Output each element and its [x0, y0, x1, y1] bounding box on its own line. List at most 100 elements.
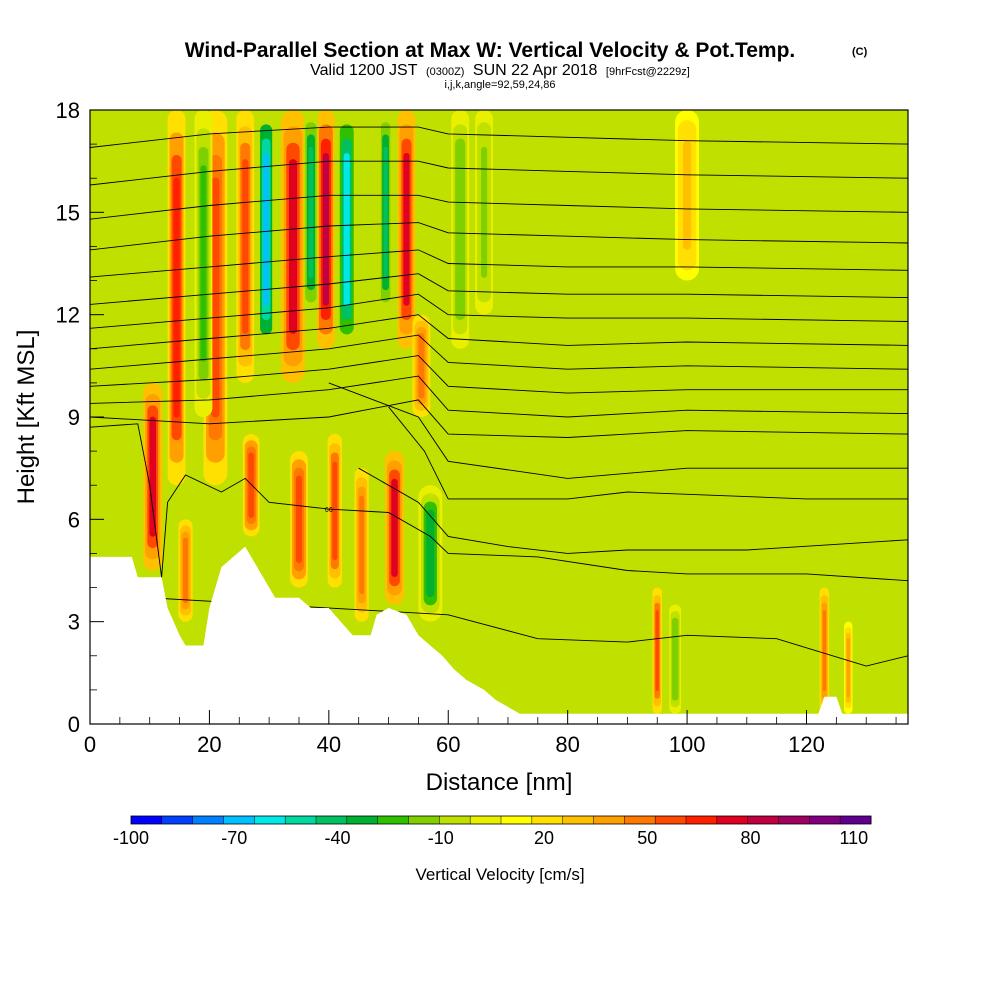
colorbar-swatch [439, 816, 471, 824]
chart-subtitle: Valid 1200 JST (0300Z) SUN 22 Apr 2018 [… [310, 62, 690, 79]
updraft-band [683, 140, 692, 250]
colorbar-swatch [840, 816, 872, 824]
colorbar-swatch [161, 816, 194, 824]
y-tick-label: 18 [56, 98, 80, 123]
isentrope-line [90, 293, 908, 329]
downdraft-band [383, 146, 388, 278]
plot-area: 66 [90, 110, 908, 724]
downdraft-band [426, 509, 435, 598]
x-tick-label: 20 [197, 732, 221, 757]
subtitle-utc: (0300Z) [426, 66, 465, 78]
isentrope-line [90, 273, 908, 305]
updraft-feature [290, 451, 308, 588]
updraft-band [149, 416, 156, 537]
chart-title: Wind-Parallel Section at Max W: Vertical… [185, 39, 796, 62]
y-tick-label: 15 [56, 200, 80, 225]
updraft-feature [652, 587, 663, 714]
updraft-feature [236, 110, 255, 383]
isentrope-label: 66 [325, 507, 333, 514]
downdraft-band [481, 146, 488, 278]
updraft-feature [281, 110, 305, 383]
updraft-band [359, 495, 365, 595]
colorbar-swatch [131, 816, 163, 824]
updraft-band [295, 475, 303, 563]
subtitle-date: SUN 22 Apr 2018 [473, 62, 598, 79]
updraft-band [403, 152, 410, 306]
subtitle-valid: Valid 1200 JST [310, 62, 418, 79]
isentrope-line [328, 382, 908, 479]
isentrope-line [90, 314, 908, 350]
y-axis-label: Height [Kft MSL] [13, 330, 40, 505]
y-tick-label: 12 [56, 303, 80, 328]
downdraft-band [263, 152, 269, 306]
updraft-feature [178, 519, 193, 622]
colorbar-label: Vertical Velocity [cm/s] [415, 865, 584, 884]
y-axis: 0 3 6 9 12 15 18 [56, 98, 104, 737]
updraft-feature [675, 110, 700, 281]
colorbar-tick-label: -70 [221, 828, 247, 848]
x-tick-label: 120 [788, 732, 825, 757]
downdraft-feature [258, 110, 274, 349]
colorbar-swatch [809, 816, 841, 824]
downdraft-band [457, 152, 464, 306]
downdraft-feature [475, 110, 494, 315]
x-axis-label: Distance [nm] [426, 769, 573, 796]
updraft-band [288, 159, 298, 334]
colorbar-tick-label: -100 [113, 828, 149, 848]
colorbar-tick-label: -10 [428, 828, 454, 848]
isentrope-line [90, 355, 908, 394]
isentrope-line [388, 406, 908, 500]
colorbar-swatch [501, 816, 533, 824]
isentrope-line [90, 423, 908, 582]
subtitle-forecast: [9hrFcst@2229z] [606, 66, 690, 78]
updraft-feature [143, 382, 163, 571]
colorbar-tick-label: 20 [534, 828, 554, 848]
colorbar-swatch [747, 816, 779, 824]
updraft-band [211, 177, 220, 418]
downdraft-band [200, 165, 207, 362]
colorbar-swatch [377, 816, 409, 824]
isentrope-line [90, 249, 908, 278]
isentrope-line [90, 222, 908, 251]
colorbar-swatch [316, 816, 348, 824]
updraft-feature [167, 110, 186, 486]
x-tick-label: 60 [436, 732, 460, 757]
downdraft-band [343, 152, 350, 306]
downdraft-feature [451, 110, 470, 349]
colorbar-tick-label: -40 [325, 828, 351, 848]
colorbar-swatch [531, 816, 564, 824]
copyright-mark: (C) [852, 46, 868, 58]
isentrope-line [90, 194, 908, 220]
downdraft-feature [194, 110, 213, 417]
isentrope-line [90, 593, 908, 667]
downdraft-feature [337, 110, 356, 349]
colorbar-swatch [624, 816, 656, 824]
chart-subtitle-indices: i,j,k,angle=92,59,24,86 [444, 79, 555, 91]
updraft-band [248, 452, 255, 518]
colorbar-swatch [470, 816, 502, 824]
isentrope-line [90, 160, 908, 186]
y-tick-label: 6 [68, 507, 80, 532]
x-axis: 0 20 40 60 80 100 120 [84, 710, 897, 757]
colorbar-swatch [254, 816, 286, 824]
updraft-feature [316, 110, 335, 349]
updraft-band [822, 610, 827, 692]
isentrope-line [90, 334, 908, 370]
colorbar-swatch [223, 816, 255, 824]
colorbar-swatch [562, 816, 594, 824]
x-tick-label: 0 [84, 732, 96, 757]
colorbar: -100 -70 -40 -10 20 50 80 110 [113, 815, 872, 848]
colorbar-tick-label: 110 [839, 828, 868, 848]
downdraft-band [308, 146, 314, 278]
updraft-feature [397, 110, 416, 349]
colorbar-swatch [408, 816, 440, 824]
isentrope-line [90, 126, 908, 148]
updraft-band [183, 537, 188, 604]
updraft-band [846, 638, 850, 698]
colorbar-swatch [192, 816, 224, 824]
isentrope-line [358, 467, 908, 554]
downdraft-band [673, 624, 678, 695]
isentrope-line [90, 399, 908, 438]
updraft-feature [354, 468, 369, 622]
